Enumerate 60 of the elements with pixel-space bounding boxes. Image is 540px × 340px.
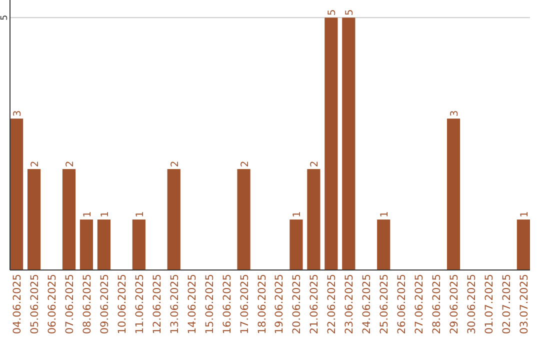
- x-tick-label: 17.06.2025: [238, 274, 251, 334]
- x-tick-label: 30.06.2025: [466, 274, 478, 334]
- x-tick-label: 10.06.2025: [116, 274, 128, 334]
- bar: [237, 169, 250, 270]
- bar: [62, 169, 76, 270]
- x-tick-label: 25.06.2025: [378, 274, 391, 334]
- x-tick-label: 14.06.2025: [186, 274, 198, 334]
- bar: [290, 220, 303, 270]
- bar: [167, 169, 180, 270]
- bar: [97, 220, 111, 270]
- x-tick-label: 08.06.2025: [81, 274, 94, 334]
- x-tick-label: 03.07.2025: [518, 274, 530, 334]
- x-tick-label: 28.06.2025: [431, 274, 444, 334]
- data-label: 3: [450, 110, 461, 117]
- x-tick-label: 06.06.2025: [46, 274, 59, 334]
- data-label: 2: [30, 160, 42, 168]
- data-label: 3: [12, 110, 24, 117]
- data-label: 1: [519, 211, 530, 218]
- x-tick-label: 18.06.2025: [256, 274, 268, 334]
- x-tick-label: 05.06.2025: [29, 274, 42, 334]
- data-label: 2: [240, 160, 251, 168]
- x-tick-label: 12.06.2025: [151, 274, 164, 334]
- bar: [27, 169, 41, 270]
- bar: [446, 118, 460, 270]
- bar: [10, 118, 24, 270]
- data-label: 1: [82, 211, 94, 218]
- x-tick-label: 07.06.2025: [64, 274, 76, 334]
- bar: [516, 220, 530, 270]
- data-label: 1: [134, 211, 146, 218]
- data-label: 5: [327, 9, 338, 16]
- data-label: 1: [100, 211, 111, 218]
- x-tick-label: 09.06.2025: [98, 274, 111, 334]
- x-tick-label: 01.07.2025: [483, 274, 496, 334]
- data-label: 1: [292, 211, 304, 218]
- data-label: 2: [310, 160, 321, 168]
- data-label: 2: [170, 160, 181, 168]
- data-label: 2: [64, 160, 76, 168]
- data-label: 5: [344, 9, 356, 16]
- x-tick-label: 13.06.2025: [168, 274, 181, 334]
- x-tick-label: 24.06.2025: [361, 274, 374, 334]
- x-tick-label: 22.06.2025: [326, 274, 338, 334]
- bar: [80, 220, 94, 270]
- x-tick-label: 11.06.2025: [134, 274, 146, 334]
- x-tick-label: 15.06.2025: [204, 274, 216, 334]
- bar: [132, 220, 146, 270]
- bar: [324, 18, 338, 270]
- x-tick-label: 16.06.2025: [221, 274, 234, 334]
- bar: [377, 220, 390, 270]
- bar: [307, 169, 320, 270]
- x-tick-label: 19.06.2025: [274, 274, 286, 334]
- x-tick-label: 21.06.2025: [308, 274, 321, 334]
- x-tick-label: 29.06.2025: [448, 274, 461, 334]
- x-tick-label: 23.06.2025: [344, 274, 356, 334]
- x-tick-label: 04.06.2025: [12, 274, 24, 334]
- x-tick-label: 27.06.2025: [414, 274, 426, 334]
- bar: [342, 18, 356, 270]
- data-label: 1: [380, 211, 391, 218]
- x-tick-label: 02.07.2025: [500, 274, 513, 334]
- x-tick-label: 20.06.2025: [291, 274, 304, 334]
- x-tick-label: 26.06.2025: [396, 274, 408, 334]
